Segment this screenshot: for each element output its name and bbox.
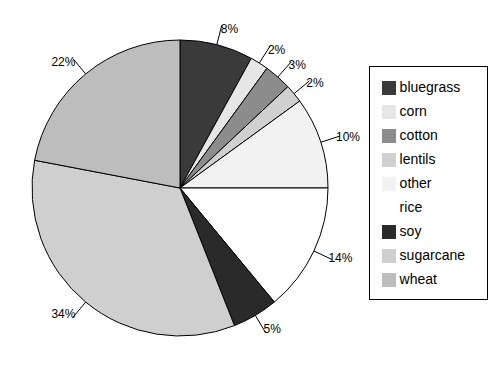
html-text:bluegrass: bluegrass: [399, 79, 461, 95]
html-text:rice: rice: [399, 199, 423, 215]
svg-text:2%: 2%: [268, 43, 286, 57]
svg-text:22%: 22%: [51, 55, 75, 69]
svg-text:8%: 8%: [221, 22, 239, 36]
html-text:soy: soy: [399, 223, 422, 239]
svg-text:10%: 10%: [336, 130, 360, 144]
svg-text:14%: 14%: [328, 251, 352, 265]
svg-text:5%: 5%: [263, 322, 281, 336]
html-text:corn: corn: [399, 103, 427, 119]
html-text:cotton: cotton: [399, 127, 438, 143]
html-text:other: other: [399, 175, 432, 191]
html-text:wheat: wheat: [399, 271, 437, 287]
svg-text:34%: 34%: [51, 307, 75, 321]
svg-text:3%: 3%: [288, 58, 306, 72]
svg-text:2%: 2%: [306, 76, 324, 90]
html-text:sugarcane: sugarcane: [399, 247, 465, 263]
html-text:lentils: lentils: [399, 151, 436, 167]
